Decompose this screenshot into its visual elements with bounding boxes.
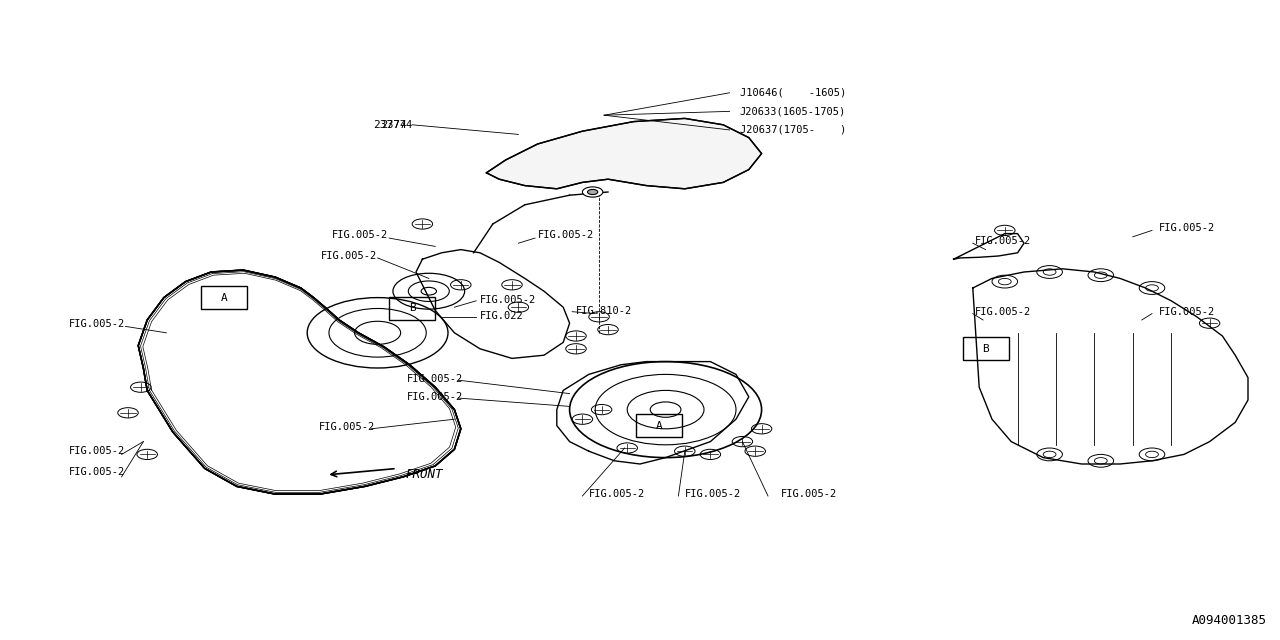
Circle shape: [582, 187, 603, 197]
Polygon shape: [486, 118, 762, 189]
Text: A094001385: A094001385: [1192, 614, 1267, 627]
Text: FIG.005-2: FIG.005-2: [319, 422, 375, 432]
Text: FIG.810-2: FIG.810-2: [576, 306, 632, 316]
Text: J20637(1705-    ): J20637(1705- ): [740, 125, 846, 135]
Text: FIG.005-2: FIG.005-2: [69, 446, 125, 456]
Text: A: A: [655, 420, 663, 431]
Text: FIG.005-2: FIG.005-2: [685, 489, 741, 499]
Text: FIG.005-2: FIG.005-2: [1158, 223, 1215, 234]
Text: FIG.005-2: FIG.005-2: [480, 294, 536, 305]
Text: FIG.005-2: FIG.005-2: [69, 467, 125, 477]
Text: FIG.005-2: FIG.005-2: [781, 489, 837, 499]
Text: B: B: [408, 303, 416, 314]
Text: 23774: 23774: [381, 120, 412, 130]
Text: FIG.005-2: FIG.005-2: [975, 236, 1032, 246]
Text: J10646(    -1605): J10646( -1605): [740, 88, 846, 98]
Text: FIG.005-2: FIG.005-2: [332, 230, 388, 240]
Text: FIG.005-2: FIG.005-2: [407, 374, 463, 384]
Text: FIG.005-2: FIG.005-2: [407, 392, 463, 402]
Circle shape: [588, 189, 598, 195]
Text: FIG.022: FIG.022: [480, 310, 524, 321]
Text: FIG.005-2: FIG.005-2: [975, 307, 1032, 317]
Text: 23774: 23774: [374, 120, 407, 130]
Text: FIG.005-2: FIG.005-2: [1158, 307, 1215, 317]
Text: FIG.005-2: FIG.005-2: [589, 489, 645, 499]
Text: J20633(1605-1705): J20633(1605-1705): [740, 106, 846, 116]
Text: FIG.005-2: FIG.005-2: [69, 319, 125, 330]
Text: FIG.005-2: FIG.005-2: [538, 230, 594, 240]
Text: FIG.005-2: FIG.005-2: [321, 251, 378, 261]
Text: A: A: [220, 292, 228, 303]
Text: B: B: [982, 344, 989, 354]
Text: FRONT: FRONT: [406, 468, 443, 481]
